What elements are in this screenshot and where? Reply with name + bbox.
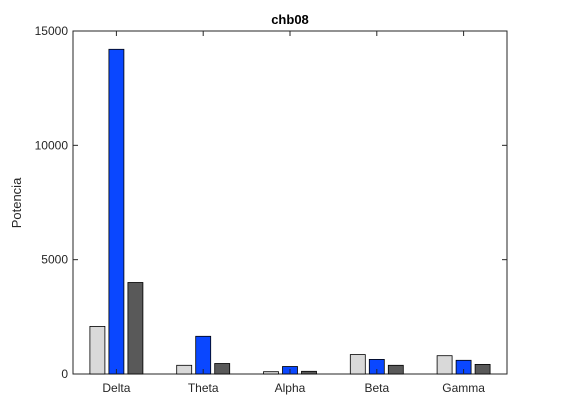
x-tick-label-alpha: Alpha [275,381,306,395]
bar-theta-series-3 [214,363,231,375]
x-tick-label-theta: Theta [188,381,219,395]
y-axis-label: Potencia [9,177,24,228]
x-ticks-group: Delta Theta Alpha Beta Gamma [102,31,485,395]
y-tick-label: 15000 [35,24,69,38]
bar-gamma-series-3 [474,363,491,375]
bar-beta-series-3 [387,364,404,375]
x-tick-label-beta: Beta [364,381,389,395]
bar-beta-series-1 [349,354,366,375]
y-tick-label: 10000 [35,138,69,152]
bar-delta-series-3 [127,282,144,375]
bar-theta-series-1 [176,364,193,375]
y-tick-label: 0 [61,367,68,381]
bar-delta-series-2 [108,48,125,375]
bar-theta-series-2 [195,335,212,375]
y-ticks-group: 0 5000 10000 15000 [35,24,507,381]
chart-title: chb08 [271,12,309,27]
bar-gamma-series-1 [436,355,453,375]
bar-alpha-series-3 [301,370,317,375]
x-tick-label-gamma: Gamma [442,381,485,395]
bars-group [89,48,491,375]
bar-delta-series-1 [89,325,106,375]
bar-alpha-series-1 [263,371,279,375]
y-tick-label: 5000 [41,253,68,267]
x-tick-label-delta: Delta [102,381,130,395]
